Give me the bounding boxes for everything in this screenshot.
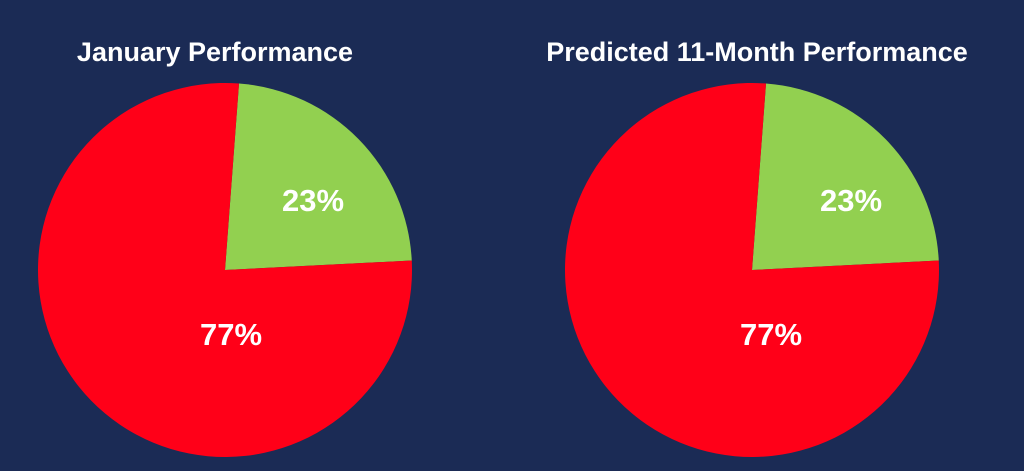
january-pie-slice-1 bbox=[37, 83, 413, 458]
january-performance-chart: January Performance 23% 77% bbox=[37, 37, 413, 458]
predicted-11-month-performance-chart: Predicted 11-Month Performance 23% 77% bbox=[546, 37, 968, 458]
chart-title-predicted: Predicted 11-Month Performance bbox=[546, 37, 968, 67]
predicted-pie bbox=[565, 83, 940, 458]
chart-title-january: January Performance bbox=[77, 37, 353, 67]
january-slice-label-0: 23% bbox=[282, 183, 344, 218]
january-slice-label-1: 77% bbox=[200, 317, 262, 352]
january-pie bbox=[37, 83, 413, 458]
predicted-pie-slice-1 bbox=[565, 83, 940, 458]
predicted-slice-label-1: 77% bbox=[740, 317, 802, 352]
january-pie-slice-0 bbox=[225, 83, 412, 270]
predicted-slice-label-0: 23% bbox=[820, 183, 882, 218]
predicted-pie-slice-0 bbox=[752, 83, 939, 270]
